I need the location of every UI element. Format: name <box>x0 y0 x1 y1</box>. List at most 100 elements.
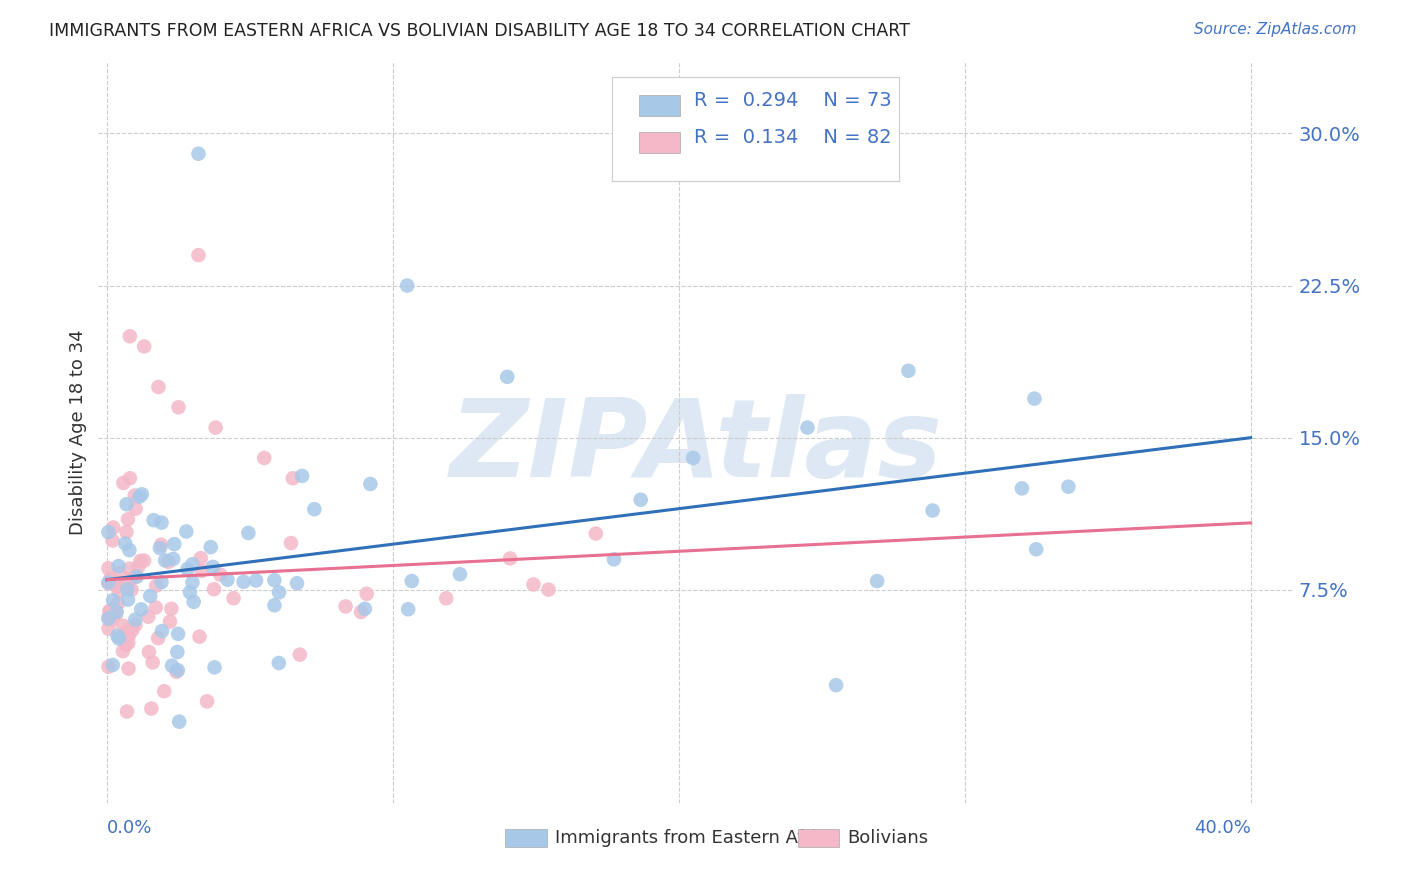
Point <box>181 575 204 590</box>
Point <box>141 701 163 715</box>
Point <box>159 615 181 629</box>
Point <box>97 610 120 624</box>
Point <box>167 401 190 415</box>
Point <box>121 582 143 597</box>
Point <box>153 553 176 567</box>
Point <box>187 248 209 262</box>
Point <box>359 477 381 491</box>
Point <box>167 663 190 677</box>
Text: IMMIGRANTS FROM EASTERN AFRICA VS BOLIVIAN DISABILITY AGE 18 TO 34 CORRELATION C: IMMIGRANTS FROM EASTERN AFRICA VS BOLIVI… <box>49 22 910 40</box>
Point <box>107 629 129 643</box>
Point <box>104 607 127 622</box>
Point <box>866 574 889 588</box>
Point <box>195 694 218 708</box>
Point <box>101 533 124 548</box>
Point <box>104 603 127 617</box>
Point <box>263 573 285 587</box>
Point <box>115 497 138 511</box>
Point <box>153 684 176 698</box>
Text: 0.0%: 0.0% <box>107 819 152 837</box>
Point <box>148 380 170 394</box>
Text: Source: ZipAtlas.com: Source: ZipAtlas.com <box>1194 22 1357 37</box>
Point <box>396 278 419 293</box>
Point <box>101 658 124 673</box>
Text: 40.0%: 40.0% <box>1194 819 1250 837</box>
Point <box>145 579 167 593</box>
Point <box>190 564 212 578</box>
Point <box>356 587 378 601</box>
Point <box>245 574 267 588</box>
Point <box>111 644 134 658</box>
Point <box>496 369 519 384</box>
Point <box>129 554 152 568</box>
Point <box>160 601 183 615</box>
Point <box>285 576 308 591</box>
Point <box>118 561 141 575</box>
Point <box>166 645 188 659</box>
Point <box>350 605 373 619</box>
Point <box>122 570 145 584</box>
Point <box>107 559 129 574</box>
Bar <box>638 95 681 116</box>
Point <box>163 537 186 551</box>
Point <box>232 574 254 589</box>
Point <box>98 604 121 618</box>
Point <box>103 520 125 534</box>
Point <box>136 609 159 624</box>
Point <box>117 582 139 597</box>
Point <box>146 631 169 645</box>
Point <box>181 558 204 572</box>
Point <box>603 552 626 566</box>
Point <box>630 492 652 507</box>
Point <box>134 339 156 353</box>
Point <box>150 538 173 552</box>
Point <box>125 569 148 583</box>
Point <box>190 551 212 566</box>
Point <box>522 577 544 591</box>
Point <box>114 635 136 649</box>
Point <box>124 489 146 503</box>
Point <box>145 600 167 615</box>
Point <box>160 658 183 673</box>
Bar <box>505 829 547 847</box>
Text: Immigrants from Eastern Africa: Immigrants from Eastern Africa <box>555 829 837 847</box>
Point <box>138 645 160 659</box>
Point <box>118 543 141 558</box>
Point <box>149 541 172 555</box>
Point <box>335 599 357 614</box>
Point <box>179 585 201 599</box>
Point <box>176 524 198 539</box>
Point <box>125 569 148 583</box>
Point <box>537 582 560 597</box>
Point <box>288 648 311 662</box>
Point <box>117 592 139 607</box>
Point <box>499 551 522 566</box>
Point <box>105 577 128 591</box>
Point <box>115 705 138 719</box>
Point <box>204 420 226 434</box>
Point <box>98 604 121 618</box>
Y-axis label: Disability Age 18 to 34: Disability Age 18 to 34 <box>69 330 87 535</box>
Point <box>118 471 141 485</box>
Point <box>107 632 129 646</box>
Point <box>112 619 135 633</box>
Point <box>150 624 173 638</box>
Point <box>142 656 165 670</box>
Point <box>1024 392 1046 406</box>
Point <box>1057 480 1080 494</box>
Point <box>97 611 120 625</box>
Point <box>187 146 209 161</box>
Text: Bolivians: Bolivians <box>848 829 929 847</box>
Point <box>204 660 226 674</box>
Point <box>263 599 285 613</box>
Point <box>401 574 423 588</box>
Point <box>97 576 120 591</box>
Point <box>202 582 225 597</box>
Point <box>167 714 190 729</box>
Point <box>127 559 149 574</box>
Point <box>281 471 304 485</box>
Point <box>150 516 173 530</box>
Point <box>434 591 457 606</box>
Point <box>217 573 239 587</box>
Point <box>238 525 260 540</box>
